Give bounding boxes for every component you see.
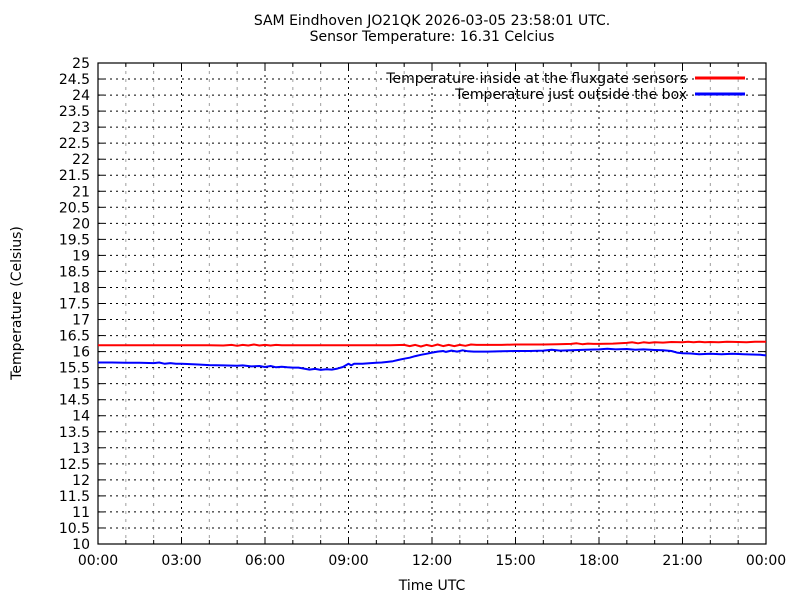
x-tick-label: 03:00 (161, 553, 201, 569)
y-tick-label: 13.5 (59, 425, 90, 441)
x-tick-label: 06:00 (245, 553, 285, 569)
y-tick-label: 16.5 (59, 329, 90, 345)
y-tick-label: 21 (72, 184, 90, 200)
x-tick-labels: 00:00 03:00 06:00 09:00 12:00 15:00 18:00 21:00… (78, 553, 786, 569)
y-tick-label: 24 (72, 88, 90, 104)
legend-label-outside: Temperature just outside the box (454, 87, 687, 103)
y-tick-label: 12 (72, 473, 90, 489)
y-tick-label: 19.5 (59, 232, 90, 248)
y-tick-label: 17 (72, 313, 90, 329)
y-tick-label: 20 (72, 216, 90, 232)
y-tick-label: 21.5 (59, 168, 90, 184)
y-tick-label: 23.5 (59, 104, 90, 120)
y-tick-label: 16 (72, 345, 90, 361)
x-tick-label: 09:00 (328, 553, 368, 569)
y-tick-label: 10.5 (59, 521, 90, 537)
y-tick-label: 20.5 (59, 200, 90, 216)
y-tick-labels: 2524.52423.52322.52221.52120.52019.51918… (59, 56, 90, 553)
chart-title: SAM Eindhoven JO21QK 2026-03-05 23:58:01… (253, 13, 611, 29)
y-tick-label: 23 (72, 120, 90, 136)
x-tick-label: 18:00 (579, 553, 619, 569)
y-tick-label: 14.5 (59, 393, 90, 409)
y-tick-label: 12.5 (59, 457, 90, 473)
y-tick-label: 15 (72, 377, 90, 393)
x-axis-title: Time UTC (398, 578, 466, 594)
x-tick-label: 15:00 (495, 553, 535, 569)
legend-label-inside: Temperature inside at the fluxgate senso… (385, 71, 687, 87)
y-tick-label: 13 (72, 441, 90, 457)
y-tick-label: 22 (72, 152, 90, 168)
y-tick-label: 22.5 (59, 136, 90, 152)
y-tick-label: 10 (72, 537, 90, 553)
series-line-outside (98, 347, 767, 371)
y-tick-label: 11 (72, 505, 90, 521)
x-tick-label: 00:00 (78, 553, 118, 569)
x-tick-label: 00:00 (746, 553, 786, 569)
x-tick-label: 12:00 (412, 553, 452, 569)
tick-marks (97, 62, 767, 545)
y-tick-label: 19 (72, 248, 90, 264)
x-grid-major (181, 63, 683, 544)
y-tick-label: 15.5 (59, 361, 90, 377)
legend: Temperature inside at the fluxgate senso… (385, 71, 745, 103)
y-tick-label: 18 (72, 280, 90, 296)
y-tick-label: 11.5 (59, 489, 90, 505)
x-tick-label: 21:00 (662, 553, 702, 569)
series-line-inside (98, 340, 766, 348)
y-tick-label: 24.5 (59, 72, 90, 88)
y-tick-label: 17.5 (59, 297, 90, 313)
y-tick-label: 18.5 (59, 264, 90, 280)
chart-subtitle: Sensor Temperature: 16.31 Celcius (309, 29, 555, 45)
y-tick-label: 14 (72, 409, 90, 425)
y-tick-label: 25 (72, 56, 90, 72)
